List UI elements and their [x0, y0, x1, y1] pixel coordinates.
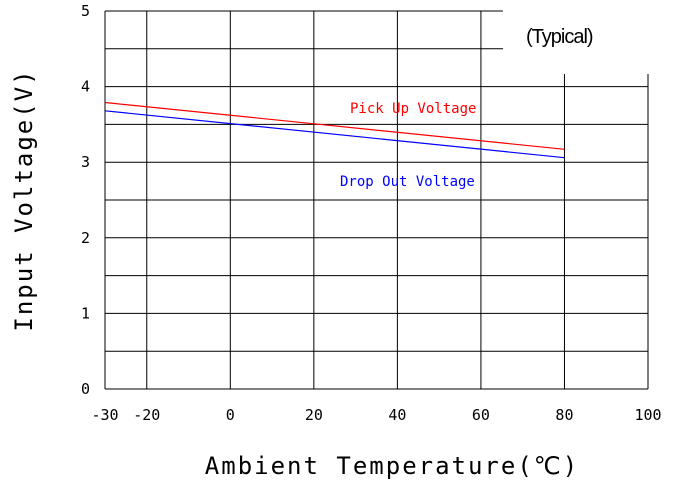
y-tick-label-4: 4	[81, 78, 90, 96]
series-label-pick-up: Pick Up Voltage	[350, 101, 476, 117]
x-tick-label-1: -20	[133, 406, 160, 424]
y-tick-label-3: 3	[81, 153, 90, 171]
y-tick-label-1: 1	[81, 304, 90, 322]
grid	[104, 10, 649, 390]
annotation-box	[503, 0, 653, 74]
y-tick-label-0: 0	[81, 380, 90, 398]
series-label-drop-out: Drop Out Voltage	[340, 174, 475, 190]
x-tick-label-0: -30	[91, 406, 118, 424]
series-line-1	[104, 110, 565, 159]
x-tick-label-2: 0	[226, 406, 235, 424]
x-tick-label-6: 80	[555, 406, 573, 424]
y-tick-label-5: 5	[81, 2, 90, 20]
y-tick-label-2: 2	[81, 229, 90, 247]
tick-labels: -30 -20 0 20 40 60 80 100 0 1 2 3 4 5	[81, 2, 662, 424]
series-lines	[104, 101, 565, 159]
x-tick-label-5: 60	[472, 406, 490, 424]
x-tick-label-4: 40	[388, 406, 406, 424]
x-axis-title: Ambient Temperature(℃)	[205, 452, 579, 480]
y-axis-title: Input Voltage(V)	[10, 68, 38, 331]
x-tick-label-3: 20	[305, 406, 323, 424]
typical-note: (Typical)	[526, 26, 593, 48]
x-tick-label-7: 100	[634, 406, 661, 424]
series-line-0	[104, 101, 565, 150]
